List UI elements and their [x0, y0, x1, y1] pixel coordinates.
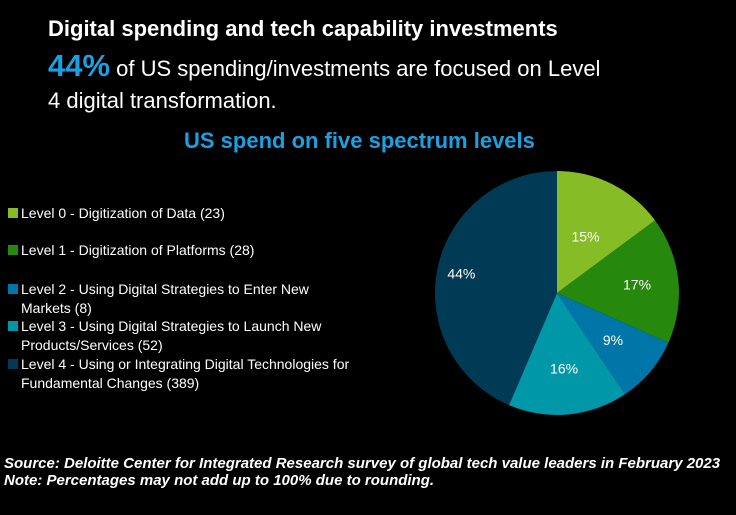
legend-label: Level 3 - Using Digital Strategies to La…: [21, 318, 322, 353]
pie-slice: [557, 220, 679, 343]
legend-label: Level 2 - Using Digital Strategies to En…: [21, 281, 309, 316]
slice-data-label: 17%: [623, 276, 651, 292]
slice-data-label: 16%: [550, 360, 578, 376]
legend-label: Level 0 - Digitization of Data (23): [21, 205, 225, 221]
footer: Source: Deloitte Center for Integrated R…: [4, 455, 734, 489]
legend-swatch: [8, 321, 18, 331]
pie-slice: [557, 293, 669, 395]
legend-swatch: [8, 245, 18, 255]
pie-slice: [434, 171, 557, 406]
legend-item: Level 0 - Digitization of Data (23): [8, 204, 361, 223]
slice-data-label: 15%: [572, 228, 600, 244]
subtitle-text: of US spending/investments are focused o…: [48, 56, 601, 113]
legend-swatch: [8, 359, 18, 369]
legend-item: Level 2 - Using Digital Strategies to En…: [8, 280, 361, 318]
subtitle: 44% of US spending/investments are focus…: [48, 50, 608, 117]
pie-slice: [509, 293, 625, 415]
page-title: Digital spending and tech capability inv…: [48, 16, 558, 41]
legend-item: Level 1 - Digitization of Platforms (28): [8, 241, 361, 260]
legend-swatch: [8, 208, 18, 218]
legend-label: Level 1 - Digitization of Platforms (28): [21, 242, 255, 258]
chart-title: US spend on five spectrum levels: [184, 128, 535, 153]
legend-item: Level 4 - Using or Integrating Digital T…: [8, 355, 361, 393]
slice-data-label: 9%: [603, 332, 623, 348]
highlight-stat: 44%: [48, 48, 111, 83]
legend-swatch: [8, 284, 18, 294]
pie-slice: [557, 171, 656, 293]
legend-label: Level 4 - Using or Integrating Digital T…: [21, 356, 350, 391]
legend-item: Level 3 - Using Digital Strategies to La…: [8, 317, 361, 355]
slice-data-label: 44%: [447, 265, 475, 281]
rounding-note: Note: Percentages may not add up to 100%…: [4, 472, 435, 489]
source-note: Source: Deloitte Center for Integrated R…: [4, 455, 721, 472]
